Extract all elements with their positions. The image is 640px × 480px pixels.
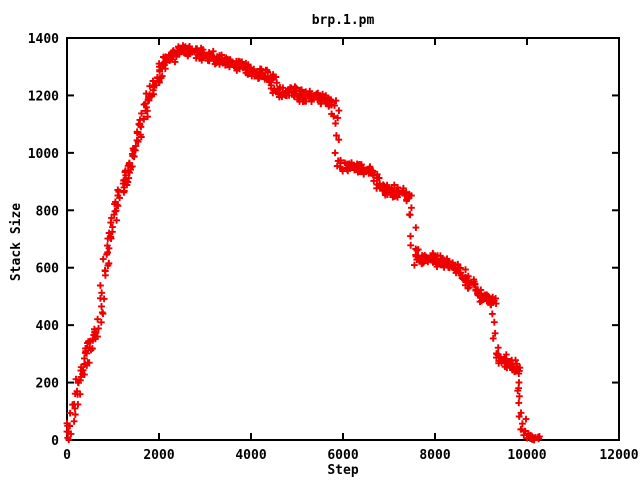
- x-axis-tick-labels: 0 2000 4000 6000 8000 10000 12000: [63, 448, 639, 463]
- y-tick-label: 1200: [28, 89, 59, 104]
- data-series: [63, 42, 543, 444]
- y-tick-label: 200: [36, 377, 60, 392]
- x-tick-label: 4000: [235, 448, 266, 463]
- stack-size-series: [63, 42, 543, 444]
- x-axis-ticks: [66, 38, 620, 440]
- x-tick-label: 6000: [327, 448, 358, 463]
- x-tick-label: 0: [63, 448, 71, 463]
- x-tick-label: 10000: [507, 448, 546, 463]
- y-axis-label: Stack Size: [9, 203, 24, 281]
- y-axis-ticks: [67, 37, 619, 441]
- x-axis-label: Step: [327, 463, 358, 478]
- y-tick-label: 600: [36, 262, 60, 277]
- chart-title: brp.1.pm: [312, 13, 375, 28]
- x-tick-label: 8000: [419, 448, 450, 463]
- y-tick-label: 400: [36, 319, 60, 334]
- x-tick-label: 12000: [599, 448, 638, 463]
- y-tick-label: 0: [51, 434, 59, 449]
- y-tick-label: 1400: [28, 32, 59, 47]
- x-tick-label: 2000: [143, 448, 174, 463]
- y-tick-label: 800: [36, 204, 60, 219]
- y-tick-label: 1000: [28, 147, 59, 162]
- y-axis-tick-labels: 0 200 400 600 800 1000 1200 1400: [28, 32, 59, 449]
